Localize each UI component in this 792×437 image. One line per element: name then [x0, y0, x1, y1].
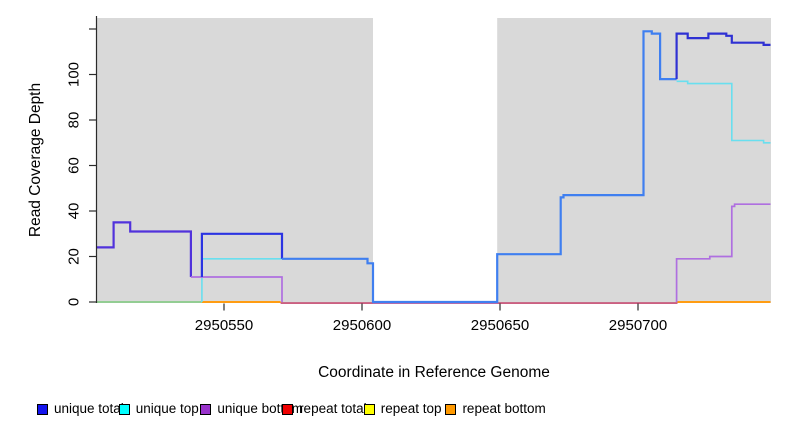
legend-item-repeat-total: repeat total: [282, 401, 367, 417]
legend-label: repeat bottom: [462, 401, 546, 417]
y-tick-label: 80: [65, 112, 82, 129]
legend-item-repeat-top: repeat top: [363, 401, 446, 417]
y-axis-title: Read Coverage Depth: [27, 83, 44, 237]
y-tick-label: 60: [65, 157, 82, 174]
legend-item-repeat-bottom: repeat bottom: [445, 402, 546, 416]
legend-swatch-icon: [363, 403, 375, 415]
y-tick-label: 40: [65, 203, 82, 220]
x-tick-label: 2950650: [471, 317, 529, 334]
x-tick-label: 2950550: [195, 317, 253, 334]
legend-label: repeat total: [299, 401, 367, 417]
legend-label: repeat top: [380, 401, 442, 417]
y-tick-label: 0: [65, 298, 82, 306]
series-unique-top-right: [676, 80, 771, 144]
legend-label: unique top: [135, 401, 199, 417]
legend-label: unique bottom: [217, 401, 303, 417]
series-unique-total-right: [675, 32, 771, 80]
legend-swatch-icon: [200, 403, 212, 415]
series-unique-total-box: [200, 232, 284, 277]
series-unique-bottom-right: [675, 203, 771, 302]
legend-swatch-icon: [445, 403, 457, 415]
legend-swatch-icon: [282, 403, 294, 415]
series-unique-bottom-mid: [190, 276, 283, 302]
ticks-group: 2950550 2950600 2950650 2950700 0 20 40 60 80 100: [65, 28, 667, 334]
series-unique-total-over-top: [282, 30, 677, 304]
gap-region: [373, 18, 498, 303]
x-tick-label: 2950600: [333, 317, 391, 334]
legend-item-unique-bottom: unique bottom: [200, 402, 303, 416]
x-tick-label: 2950700: [609, 317, 667, 334]
series-group: [97, 30, 771, 304]
y-tick-label: 20: [65, 248, 82, 265]
chart-legend: unique total unique top unique bottom repea…: [37, 399, 546, 419]
legend-swatch-icon: [37, 403, 48, 415]
series-unique-total-over-bottom-stair: [97, 221, 192, 277]
x-axis-title: Coordinate in Reference Genome: [318, 364, 550, 381]
y-tick-label: 100: [65, 62, 82, 87]
legend-swatch-icon: [118, 403, 130, 415]
legend-item-unique-top: unique top: [118, 401, 201, 417]
legend-label: unique total: [54, 401, 124, 417]
legend-item-unique-total: unique total: [37, 402, 124, 416]
